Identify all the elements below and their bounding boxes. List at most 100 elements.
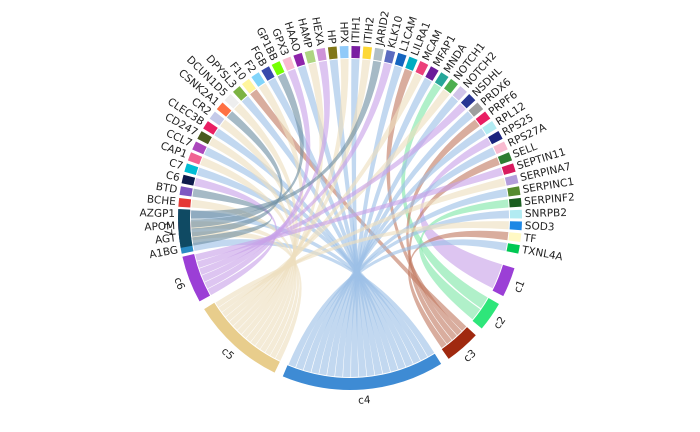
gene-label: HPX [337,21,350,43]
sector-septin11 [501,163,516,175]
gene-label: F2 [241,58,258,75]
sector-txnl4a [506,243,520,254]
cluster-label: c4 [358,394,372,407]
ribbon-serpinf2-c2 [418,199,509,320]
ribbon-cr2-c5 [220,119,297,346]
sector-serpinc1 [507,186,521,197]
sector-csnk2a1 [216,102,232,117]
sector-c2 [472,298,499,329]
sector-hp [327,46,338,60]
sector-c6 [181,174,196,186]
sector-rps27a [493,141,508,155]
sector-layer [177,46,523,390]
ribbon-itih1-c4 [351,59,367,377]
ribbon-septin11-c6 [195,167,504,261]
sector-btd [179,186,193,197]
cluster-label: c6 [171,276,187,292]
sector-fgb [261,66,275,81]
sector-bche [178,197,192,208]
ribbon-notch1-c5 [222,89,450,317]
ribbon-hamp-c5 [237,62,325,335]
ribbon-f10-c3 [250,89,467,331]
sector-c3 [441,327,476,359]
sector-mcam [415,61,429,76]
gene-label: AZGP1 [139,207,175,220]
gene-label: ITIH1 [350,16,363,44]
ribbon-a1bg-c4 [192,239,435,357]
gene-label: SOD3 [525,220,555,233]
ribbon-fgb-c4 [268,77,391,374]
sector-hamp [304,49,316,64]
sector-jarid2 [373,47,384,62]
gene-label: SNRPB2 [525,207,567,220]
sector-lilra1 [405,56,418,71]
ribbon-sod3-c5 [215,221,509,308]
ribbon-l1cam-c4 [351,65,403,377]
cluster-label: c7 [161,223,174,236]
sector-dpysl3 [232,86,248,101]
sector-l1cam [394,52,407,67]
sector-c4 [282,353,442,390]
ribbon-layer [190,59,510,377]
sector-gpx3 [282,56,295,71]
sector-prdx6 [468,102,484,117]
sector-sell [497,152,513,165]
sector-nsdhl [460,93,476,109]
sector-snrpb2 [509,209,523,219]
gene-label: BCHE [146,193,176,208]
ribbon-serpina7-c5 [218,177,506,313]
sector-rps25 [488,131,503,145]
sector-dcun1d5 [224,94,240,109]
ribbon-gpx3-c6 [204,68,311,289]
sector-cr2 [209,111,225,126]
gene-label: APOM [144,220,175,233]
sector-prpf6 [475,111,491,126]
sector-cd247 [197,131,212,145]
sector-serpinf2 [508,197,522,208]
cluster-label: c1 [512,279,528,295]
gene-label: ITIH2 [362,16,377,44]
sector-mfap1 [425,66,439,81]
sector-rpl12 [482,121,497,135]
gene-label: AGT [154,232,177,246]
ribbon-dcun1d5-c5 [234,103,298,342]
ribbon-cd247-c5 [208,137,296,349]
sector-mnda [434,72,449,87]
sector-notch2 [452,86,467,101]
ribbon-hpx-c5 [233,59,349,331]
cluster-label: c5 [219,345,236,362]
gene-label: C7 [168,157,185,173]
sector-c7 [184,163,199,175]
ribbon-rps25-c1 [419,137,503,289]
cluster-label: c3 [461,347,478,364]
ribbon-prpf6-c3 [406,119,480,340]
sector-c7 [178,208,193,248]
sector-klk10 [384,49,396,64]
sector-c6 [182,253,211,302]
ribbon-btd-c7 [192,188,272,246]
cluster-label: c2 [491,314,508,331]
sector-hexa [316,47,327,62]
gene-label: C6 [165,169,182,184]
sector-f2 [251,72,266,87]
sector-itih1 [351,46,361,59]
gene-label: TXNL4A [520,244,564,264]
ribbon-csnk2a1-c7 [191,111,283,237]
gene-label: SERPINF2 [524,191,575,208]
gene-label: HEXA [309,16,326,47]
sector-tf [508,232,522,243]
gene-label: BTD [155,181,178,196]
gene-label: TF [522,232,537,245]
sector-clec3b [203,121,218,135]
sector-f10 [241,78,256,94]
sector-ccl7 [192,141,207,155]
sector-gp1bb [271,61,285,76]
sector-c5 [204,302,280,373]
gene-label: A1BG [148,244,179,261]
sector-haao [293,52,306,67]
sector-notch1 [444,78,459,94]
sector-serpina7 [504,174,519,186]
sector-cap1 [187,152,203,165]
sector-itih2 [362,46,373,60]
